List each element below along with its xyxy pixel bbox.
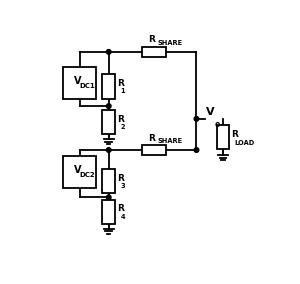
Bar xyxy=(102,169,115,193)
Text: V: V xyxy=(74,165,82,175)
Bar xyxy=(217,125,230,149)
Text: R: R xyxy=(117,79,124,88)
Text: 1: 1 xyxy=(120,88,125,94)
Bar xyxy=(102,200,115,224)
Text: R: R xyxy=(117,204,124,213)
Text: R: R xyxy=(148,133,155,143)
Text: DC1: DC1 xyxy=(79,83,95,89)
Text: o: o xyxy=(214,120,220,129)
Text: V: V xyxy=(74,76,82,86)
Text: 3: 3 xyxy=(120,183,125,189)
Circle shape xyxy=(106,195,111,200)
Bar xyxy=(142,145,166,155)
Text: 4: 4 xyxy=(120,214,125,220)
Text: DC2: DC2 xyxy=(79,172,94,178)
Text: R: R xyxy=(117,174,124,183)
Text: R: R xyxy=(231,130,238,139)
Bar xyxy=(102,74,115,99)
Text: SHARE: SHARE xyxy=(158,139,183,145)
Text: V: V xyxy=(206,107,215,117)
Text: 2: 2 xyxy=(120,124,125,130)
Text: SHARE: SHARE xyxy=(158,40,183,46)
Text: R: R xyxy=(117,115,124,124)
Text: R: R xyxy=(148,36,155,45)
Text: LOAD: LOAD xyxy=(235,140,255,146)
Bar xyxy=(142,47,166,57)
Circle shape xyxy=(194,148,199,152)
Bar xyxy=(63,156,97,188)
Bar xyxy=(102,110,115,134)
Circle shape xyxy=(194,116,199,121)
Circle shape xyxy=(106,148,111,152)
Circle shape xyxy=(106,104,111,108)
Circle shape xyxy=(106,49,111,54)
Bar xyxy=(63,67,97,99)
